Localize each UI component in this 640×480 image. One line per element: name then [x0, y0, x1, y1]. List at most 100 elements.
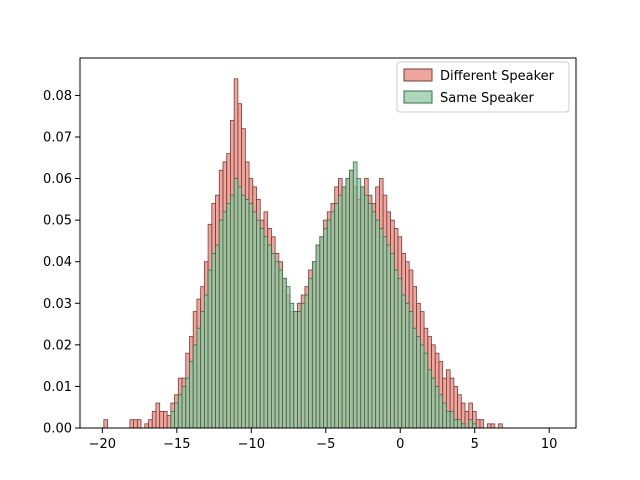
x-tick-label: 0	[396, 437, 404, 452]
histogram-bar	[393, 269, 399, 429]
histogram-bar	[311, 261, 317, 429]
y-tick-label: 0.07	[43, 130, 72, 145]
histogram-bar	[174, 402, 179, 429]
x-tick-label: −5	[316, 437, 335, 452]
histogram-bar	[256, 219, 261, 429]
histogram-bar	[308, 277, 313, 429]
histogram-bar	[457, 419, 462, 429]
histogram-bar	[449, 410, 455, 429]
y-tick-label: 0.08	[43, 89, 72, 104]
histogram-bar	[442, 402, 447, 429]
y-tick-label: 0.04	[43, 255, 72, 270]
histogram-bar	[315, 244, 321, 429]
histogram-bar	[386, 244, 391, 429]
histogram-bar	[419, 344, 425, 429]
histogram-bar	[166, 415, 172, 429]
histogram-bar	[345, 178, 350, 429]
legend-label-same-speaker: Same Speaker	[440, 91, 535, 106]
histogram-bar	[405, 302, 410, 429]
histogram-bar	[203, 294, 209, 429]
histogram-bar	[218, 219, 224, 429]
histogram-bar	[490, 423, 496, 429]
histogram-bar	[226, 203, 231, 429]
histogram-bar	[412, 327, 418, 429]
histogram-bar	[133, 419, 138, 429]
legend-label-different-speaker: Different Speaker	[440, 69, 555, 84]
histogram-bar	[244, 198, 250, 429]
y-tick-label: 0.02	[43, 338, 72, 353]
y-tick-label: 0.01	[43, 380, 72, 395]
histogram-bar	[252, 211, 257, 429]
y-tick-label: 0.00	[43, 422, 72, 437]
histogram-bar	[486, 423, 492, 429]
histogram-bar	[274, 261, 280, 429]
histogram-bar	[401, 294, 406, 429]
histogram-bar	[330, 211, 336, 429]
histogram-bar	[446, 410, 451, 429]
histogram-bar	[390, 252, 395, 429]
histogram-bar	[293, 311, 298, 429]
histogram-bar	[185, 377, 190, 429]
x-tick-label: 10	[541, 437, 558, 452]
histogram-bar	[479, 419, 485, 429]
histogram-bar	[248, 203, 254, 429]
histogram-bar	[241, 194, 246, 429]
histogram-bar	[382, 236, 388, 429]
legend: Different Speaker Same Speaker	[396, 61, 570, 113]
histogram-bar	[434, 386, 440, 429]
histogram-bar	[222, 211, 228, 429]
x-tick-label: −10	[238, 437, 265, 452]
histogram-bar	[319, 236, 324, 429]
histogram-bar	[356, 178, 362, 429]
histogram-bar	[453, 419, 458, 429]
histogram-bar	[297, 311, 302, 429]
histogram-bar	[151, 410, 157, 429]
histogram-bar	[408, 311, 414, 429]
histogram-bar	[267, 244, 272, 429]
histogram-bar	[155, 402, 161, 429]
histogram-bar	[189, 361, 194, 429]
histogram-bar	[304, 294, 310, 429]
histogram-bar	[360, 186, 365, 429]
histogram-bar	[207, 269, 213, 429]
x-tick-label: −20	[89, 437, 116, 452]
histogram-bar	[159, 410, 164, 429]
histogram-bar	[338, 194, 343, 429]
x-axis: −20 −15 −10 −5 0 5 10	[89, 428, 558, 452]
histogram-bar	[423, 352, 429, 429]
histogram-bar	[144, 423, 149, 429]
histogram-bar	[192, 344, 198, 429]
y-tick-label: 0.06	[43, 172, 72, 187]
x-tick-label: 5	[471, 437, 479, 452]
histogram-bar	[416, 336, 421, 429]
histogram-bar	[289, 302, 295, 429]
y-tick-label: 0.05	[43, 214, 72, 229]
histogram-bar	[282, 277, 287, 429]
histogram-bar	[472, 423, 477, 429]
histogram-bar	[438, 394, 444, 429]
histogram-bar	[259, 228, 265, 429]
histogram-bar	[367, 203, 373, 429]
histogram-bar	[170, 410, 175, 429]
histogram-bar	[334, 203, 339, 429]
histogram-bar	[371, 211, 377, 429]
histogram-bar	[431, 377, 436, 429]
histogram-bar	[300, 302, 306, 429]
histogram-bar	[352, 161, 358, 429]
histogram-bar	[468, 419, 473, 429]
histogram-bar	[341, 186, 347, 429]
histogram-bar	[237, 186, 243, 429]
histogram-bar	[323, 228, 328, 429]
x-tick-label: −15	[163, 437, 190, 452]
histogram-bar	[397, 277, 403, 429]
histogram-bar	[285, 286, 291, 429]
histogram-bar	[326, 219, 332, 429]
histogram-bar	[278, 269, 283, 429]
histogram-bar	[375, 219, 380, 429]
histogram-bar	[364, 194, 369, 429]
histogram-bar	[464, 410, 470, 429]
histogram-bar	[200, 311, 205, 429]
y-axis: 0.00 0.01 0.02 0.03 0.04 0.05 0.06 0.07 0.08	[43, 89, 80, 437]
histogram-bar	[233, 178, 239, 429]
